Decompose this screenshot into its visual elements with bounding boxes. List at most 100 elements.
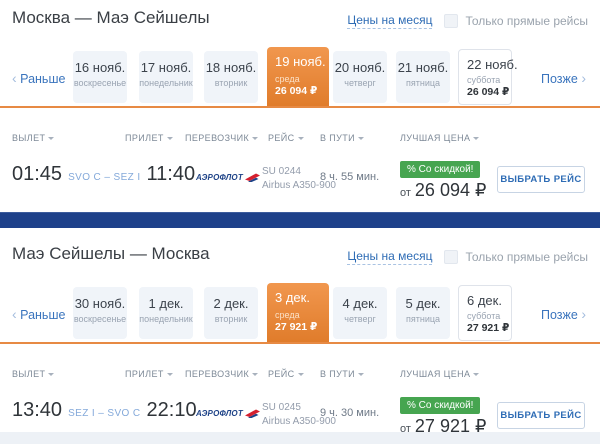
arrive-time: 11:40	[146, 163, 196, 185]
best-price: от 26 094 ₽	[400, 180, 486, 201]
date-card-weekday: пятница	[405, 314, 441, 324]
later-dates-button[interactable]: Позже ›	[541, 70, 586, 86]
month-prices-link[interactable]: Цены на месяц	[347, 249, 433, 265]
sort-caret-icon	[166, 373, 173, 377]
direct-flights-label: Только прямые рейсы	[465, 250, 588, 264]
carrier-logo: АЭРОФЛОТ	[196, 409, 260, 418]
chevron-right-icon: ›	[581, 70, 586, 86]
direct-only-control: Только прямые рейсы	[444, 250, 588, 264]
depart-time: 01:45	[12, 163, 63, 185]
date-card-weekday: четверг	[344, 78, 376, 88]
column-header-depart[interactable]: ВЫЛЕТ	[12, 369, 55, 379]
date-card-date: 20 нояб.	[334, 60, 386, 75]
date-card[interactable]: 18 нояб. вторник	[204, 51, 258, 103]
date-card-weekday: воскресенье	[73, 78, 127, 88]
direct-flights-checkbox[interactable]	[444, 250, 459, 264]
carousel-underline	[0, 106, 600, 108]
aircraft-type: Airbus A350-900	[262, 416, 336, 427]
price-value: 27 921 ₽	[414, 416, 487, 436]
date-card-date: 19 нояб.	[275, 54, 326, 69]
discount-badge: % Со скидкой!	[400, 397, 481, 414]
sort-caret-icon	[358, 373, 365, 377]
column-header-carrier[interactable]: ПЕРЕВОЗЧИК	[185, 133, 259, 143]
column-header-best-price[interactable]: ЛУЧШАЯ ЦЕНА	[400, 133, 480, 143]
date-card-weekday: среда	[275, 74, 300, 84]
direct-flights-label: Только прямые рейсы	[465, 14, 588, 28]
date-card-date: 3 дек.	[275, 290, 310, 305]
date-card-priced[interactable]: 22 нояб. суббота 26 094 ₽	[458, 49, 518, 105]
flight-info: SU 0245 Airbus A350-900	[262, 401, 336, 429]
column-header-flight[interactable]: РЕЙС	[268, 133, 304, 143]
date-card[interactable]: 4 дек. четверг	[333, 287, 387, 339]
return-section: Маэ Сейшелы — Москва Цены на месяц Тольк…	[0, 236, 600, 436]
date-card-priced[interactable]: 6 дек. суббота 27 921 ₽	[458, 285, 512, 341]
date-card[interactable]: 20 нояб. четверг	[333, 51, 387, 103]
route-codes: SEZ I – SVO C	[68, 408, 141, 419]
date-card[interactable]: 16 нояб. воскресенье	[73, 51, 127, 103]
sort-caret-icon	[473, 373, 480, 377]
column-header-flight[interactable]: РЕЙС	[268, 369, 304, 379]
price-prefix: от	[400, 187, 411, 199]
carrier-name: АЭРОФЛОТ	[196, 409, 243, 418]
sort-caret-icon	[48, 137, 55, 141]
date-card-weekday: среда	[275, 310, 300, 320]
date-card-weekday: воскресенье	[73, 314, 127, 324]
earlier-dates-button[interactable]: ‹ Раньше	[12, 306, 66, 322]
date-card-date: 5 дек.	[405, 296, 441, 311]
sort-caret-icon	[252, 373, 259, 377]
date-card-date: 17 нояб.	[140, 60, 192, 75]
column-header-depart[interactable]: ВЫЛЕТ	[12, 133, 55, 143]
date-card-weekday: понедельник	[139, 78, 193, 88]
column-header-duration[interactable]: В ПУТИ	[320, 133, 365, 143]
carousel-underline	[0, 342, 600, 344]
date-card[interactable]: 1 дек. понедельник	[139, 287, 193, 339]
date-card[interactable]: 30 нояб. воскресенье	[73, 287, 127, 339]
direct-only-control: Только прямые рейсы	[444, 14, 588, 28]
date-card-selected[interactable]: 19 нояб. среда 26 094 ₽	[267, 47, 329, 106]
date-card-weekday: вторник	[214, 78, 248, 88]
date-card-weekday: пятница	[405, 78, 441, 88]
column-header-duration[interactable]: В ПУТИ	[320, 369, 365, 379]
section-divider-bar	[0, 212, 600, 228]
sort-caret-icon	[48, 373, 55, 377]
sort-caret-icon	[358, 137, 365, 141]
sort-caret-icon	[166, 137, 173, 141]
later-dates-button[interactable]: Позже ›	[541, 306, 586, 322]
date-card[interactable]: 5 дек. пятница	[396, 287, 450, 339]
price-value: 26 094 ₽	[414, 180, 487, 200]
date-card-selected[interactable]: 3 дек. среда 27 921 ₽	[267, 283, 329, 342]
earlier-dates-button[interactable]: ‹ Раньше	[12, 70, 66, 86]
direct-flights-checkbox[interactable]	[444, 14, 459, 28]
date-card-date: 22 нояб.	[467, 57, 518, 72]
column-header-best-price[interactable]: ЛУЧШАЯ ЦЕНА	[400, 369, 480, 379]
flight-duration: 8 ч. 55 мин.	[320, 171, 380, 183]
date-card-price: 26 094 ₽	[275, 85, 318, 97]
sort-caret-icon	[297, 373, 304, 377]
section-controls: Цены на месяц Только прямые рейсы	[347, 13, 588, 29]
column-header-arrive[interactable]: ПРИЛЕТ	[125, 133, 173, 143]
date-card-price: 26 094 ₽	[467, 86, 510, 98]
date-card-weekday: суббота	[467, 75, 501, 85]
date-card-date: 30 нояб.	[74, 296, 126, 311]
best-price: от 27 921 ₽	[400, 416, 486, 437]
carrier-name: АЭРОФЛОТ	[196, 173, 243, 182]
price-prefix: от	[400, 423, 411, 435]
select-flight-button[interactable]: ВЫБРАТЬ РЕЙС	[497, 166, 585, 193]
column-header-carrier[interactable]: ПЕРЕВОЗЧИК	[185, 369, 259, 379]
column-header-arrive[interactable]: ПРИЛЕТ	[125, 369, 173, 379]
route-title: Маэ Сейшелы — Москва	[12, 244, 210, 263]
flight-number: SU 0245	[262, 402, 301, 413]
select-flight-button[interactable]: ВЫБРАТЬ РЕЙС	[497, 402, 585, 429]
section-controls: Цены на месяц Только прямые рейсы	[347, 249, 588, 265]
date-card[interactable]: 21 нояб. пятница	[396, 51, 450, 103]
date-card[interactable]: 2 дек. вторник	[204, 287, 258, 339]
month-prices-link[interactable]: Цены на месяц	[347, 13, 433, 29]
aircraft-type: Airbus A350-900	[262, 180, 336, 191]
date-card-weekday: четверг	[344, 314, 376, 324]
date-card-date: 16 нояб.	[74, 60, 126, 75]
outbound-section: Москва — Маэ Сейшелы Цены на месяц Тольк…	[0, 0, 600, 212]
sort-caret-icon	[473, 137, 480, 141]
sort-caret-icon	[297, 137, 304, 141]
next-section-edge	[0, 432, 600, 444]
date-card[interactable]: 17 нояб. понедельник	[139, 51, 193, 103]
